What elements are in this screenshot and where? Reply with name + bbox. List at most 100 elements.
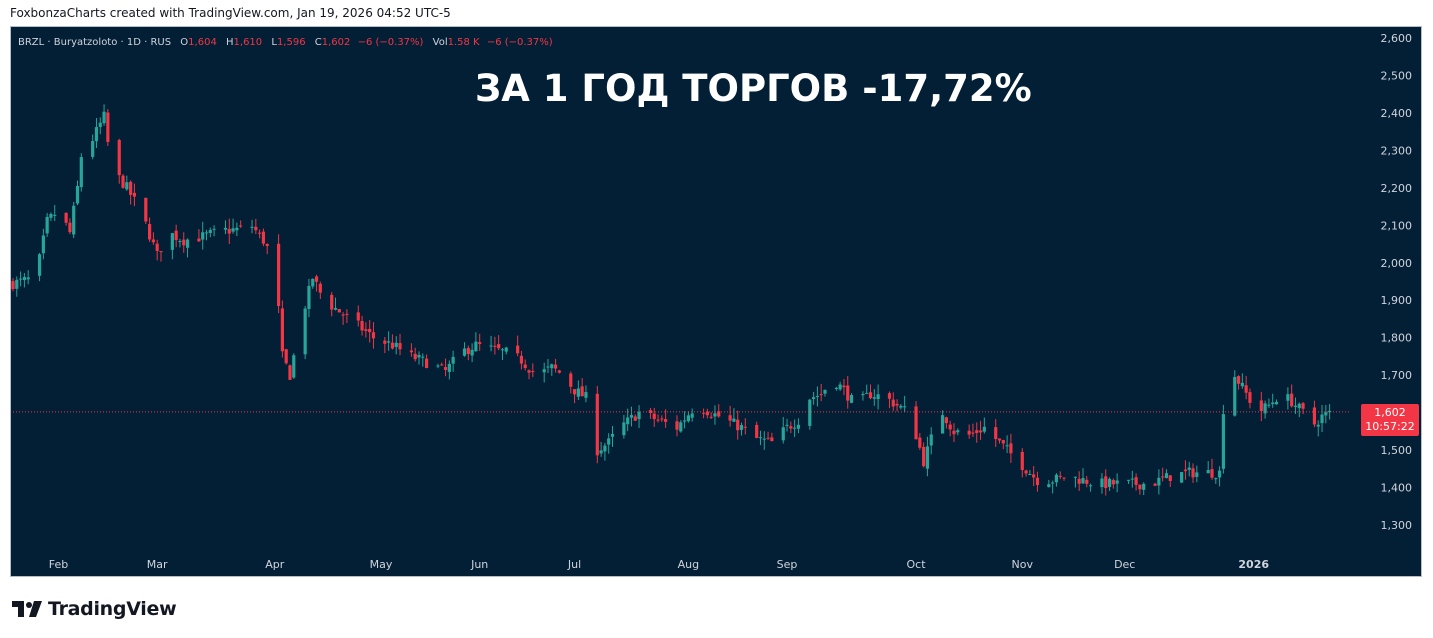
candle[interactable] [1028, 469, 1032, 476]
candle[interactable] [975, 422, 979, 443]
candle[interactable] [599, 441, 603, 457]
candle[interactable] [967, 424, 971, 439]
candle[interactable] [656, 414, 660, 423]
candle[interactable] [941, 410, 945, 434]
candle[interactable] [72, 201, 76, 239]
candle[interactable] [1244, 375, 1248, 400]
candle[interactable] [952, 423, 956, 443]
candle[interactable] [971, 423, 975, 437]
candle[interactable] [1088, 483, 1093, 492]
candle[interactable] [978, 420, 983, 440]
candle[interactable] [584, 385, 588, 403]
candle[interactable] [239, 220, 243, 228]
candle[interactable] [1236, 375, 1241, 390]
chart-area[interactable]: 1,3001,4001,5001,6001,7001,8001,9002,000… [10, 26, 1422, 577]
candle[interactable] [155, 239, 159, 261]
candle[interactable] [409, 343, 413, 357]
candle[interactable] [914, 401, 918, 440]
candle[interactable] [849, 393, 854, 404]
candle[interactable] [1324, 405, 1328, 424]
candle[interactable] [227, 218, 231, 244]
candle[interactable] [842, 378, 846, 396]
candle[interactable] [1047, 479, 1051, 488]
candle[interactable] [504, 346, 508, 355]
candle[interactable] [470, 343, 474, 363]
candle[interactable] [743, 418, 747, 435]
candle[interactable] [1210, 458, 1214, 480]
candle[interactable] [37, 252, 42, 282]
candle[interactable] [1316, 420, 1320, 437]
candle[interactable] [1001, 439, 1005, 450]
candle[interactable] [421, 353, 425, 367]
candle[interactable] [1297, 402, 1301, 418]
candle[interactable] [762, 431, 766, 450]
candle[interactable] [705, 408, 709, 419]
candle[interactable] [865, 384, 869, 394]
candle[interactable] [18, 271, 23, 287]
candle[interactable] [178, 238, 182, 248]
candle[interactable] [91, 134, 95, 160]
candle[interactable] [523, 359, 527, 371]
candle[interactable] [318, 281, 322, 299]
candle[interactable] [861, 391, 865, 401]
candle[interactable] [474, 332, 478, 352]
candle[interactable] [197, 229, 201, 242]
legend-symbol[interactable]: BRZL · Buryatzoloto · 1D · RUS [18, 37, 172, 48]
candle[interactable] [447, 360, 451, 380]
candle[interactable] [1085, 475, 1089, 488]
candle[interactable] [497, 335, 501, 351]
candle[interactable] [660, 415, 664, 422]
candle[interactable] [75, 180, 80, 206]
candle[interactable] [1187, 461, 1191, 477]
candle[interactable] [664, 409, 668, 428]
candle[interactable] [1191, 463, 1195, 483]
candle[interactable] [1157, 469, 1161, 495]
candle[interactable] [808, 398, 812, 430]
candle[interactable] [1138, 484, 1142, 495]
candle[interactable] [106, 109, 110, 147]
candle[interactable] [629, 406, 634, 427]
candle[interactable] [622, 414, 626, 439]
candle[interactable] [41, 228, 45, 260]
candle[interactable] [918, 433, 922, 450]
candle[interactable] [417, 351, 421, 365]
candle[interactable] [1233, 370, 1237, 417]
candle[interactable] [462, 342, 467, 357]
candle[interactable] [280, 300, 284, 358]
candle[interactable] [144, 197, 148, 225]
candle[interactable] [899, 404, 903, 410]
candle[interactable] [872, 389, 876, 406]
tradingview-logo[interactable]: TradingView [12, 598, 177, 620]
candle[interactable] [944, 416, 948, 429]
candle[interactable] [1054, 473, 1059, 487]
candle[interactable] [333, 297, 338, 311]
candle[interactable] [903, 395, 907, 413]
candle[interactable] [1051, 480, 1055, 494]
candle[interactable] [330, 291, 334, 317]
candle[interactable] [811, 391, 816, 405]
candle[interactable] [758, 430, 763, 446]
candle[interactable] [49, 212, 53, 221]
candle[interactable] [1206, 461, 1210, 474]
candle[interactable] [580, 377, 584, 397]
candle[interactable] [98, 117, 102, 135]
candle[interactable] [265, 243, 269, 255]
candle[interactable] [994, 419, 998, 447]
candle[interactable] [1100, 473, 1104, 494]
candle[interactable] [1161, 467, 1165, 482]
candle[interactable] [1081, 468, 1085, 484]
candle[interactable] [1104, 469, 1108, 496]
candle[interactable] [785, 418, 789, 432]
candle[interactable] [125, 175, 129, 191]
candle[interactable] [1290, 384, 1294, 408]
candle[interactable] [174, 224, 178, 248]
candle[interactable] [383, 336, 387, 354]
candle[interactable] [159, 251, 163, 262]
candle[interactable] [690, 408, 694, 422]
candle[interactable] [1115, 473, 1119, 493]
candle[interactable] [1195, 465, 1199, 483]
candle[interactable] [679, 420, 683, 433]
candle[interactable] [394, 336, 398, 355]
candle[interactable] [254, 218, 258, 235]
candle[interactable] [182, 232, 186, 253]
